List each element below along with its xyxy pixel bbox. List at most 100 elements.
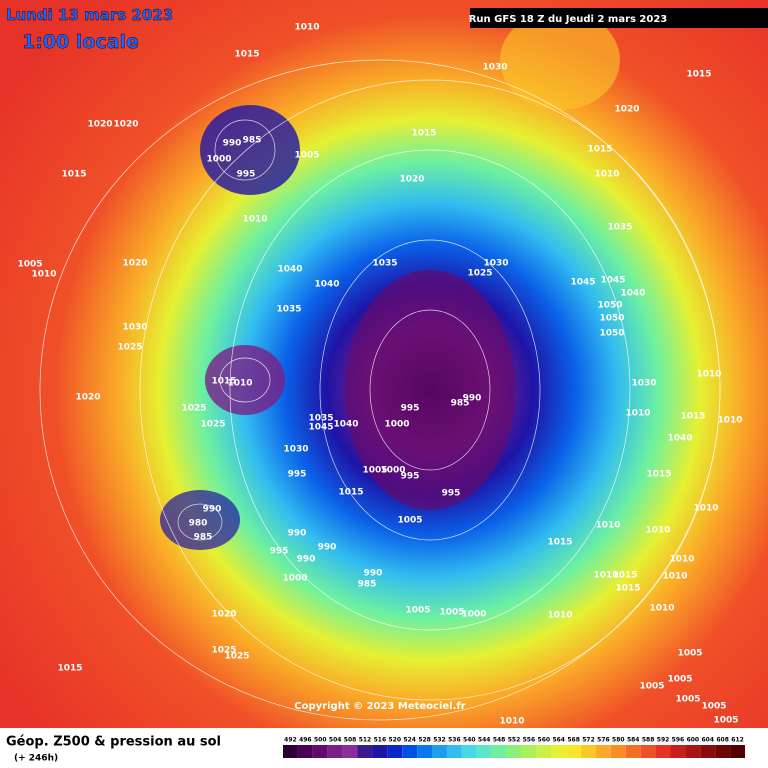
legend-swatch <box>402 745 418 758</box>
pressure-label: 1025 <box>467 269 492 279</box>
pressure-label: 1000 <box>206 155 231 165</box>
legend-label: 536 <box>448 737 461 744</box>
legend-swatch <box>506 745 522 758</box>
pressure-label: 1050 <box>599 329 624 339</box>
pressure-label: 1000 <box>282 574 307 584</box>
pressure-label: 1015 <box>615 584 640 594</box>
pressure-label: 1040 <box>620 289 645 299</box>
legend-label: 500 <box>314 737 327 744</box>
legend-label: 556 <box>523 737 536 744</box>
low-area <box>345 270 515 510</box>
pressure-label: 1035 <box>607 223 632 233</box>
pressure-label: 990 <box>297 555 316 565</box>
pressure-label: 1025 <box>224 652 249 662</box>
pressure-label: 1000 <box>380 466 405 476</box>
pressure-label: 995 <box>237 170 256 180</box>
legend-swatch <box>581 745 596 758</box>
legend-label: 608 <box>716 737 729 744</box>
pressure-label: 990 <box>223 139 242 149</box>
legend-swatch <box>297 745 313 758</box>
isobars <box>39 59 721 721</box>
legend-label: 568 <box>567 737 580 744</box>
legend-label: 552 <box>508 737 521 744</box>
pressure-label: 990 <box>288 529 307 539</box>
legend-label: 508 <box>344 737 357 744</box>
pressure-label: 985 <box>451 399 470 409</box>
legend-label: 596 <box>672 737 685 744</box>
pressure-label: 995 <box>442 489 461 499</box>
pressure-label: 995 <box>401 404 420 414</box>
pressure-label: 1020 <box>614 105 639 115</box>
pressure-label: 1010 <box>595 521 620 531</box>
pressure-label: 1000 <box>461 610 486 620</box>
legend-label: 604 <box>701 737 714 744</box>
pressure-label: 1015 <box>680 412 705 422</box>
legend-swatch <box>625 745 641 758</box>
legend-swatch <box>476 745 492 758</box>
pressure-label: 1020 <box>113 120 138 130</box>
pressure-label: 995 <box>401 472 420 482</box>
pressure-label: 1005 <box>677 649 702 659</box>
pressure-label: 1005 <box>667 675 692 685</box>
pressure-label: 990 <box>318 543 337 553</box>
pressure-label: 1015 <box>587 145 612 155</box>
legend-label: 532 <box>433 737 446 744</box>
legend-swatch <box>640 745 656 758</box>
pressure-label: 1045 <box>570 278 595 288</box>
pressure-label: 1040 <box>277 265 302 275</box>
pressure-label: 1025 <box>181 404 206 414</box>
legend-swatch <box>327 745 343 758</box>
pressure-label: 985 <box>243 136 262 146</box>
legend-label: 560 <box>538 737 551 744</box>
legend-swatch <box>730 745 745 758</box>
pressure-label: 1045 <box>308 423 333 433</box>
pressure-label: 1025 <box>117 343 142 353</box>
legend-label: 564 <box>552 737 565 744</box>
pressure-label: 1020 <box>75 393 100 403</box>
copyright: Copyright © 2023 Meteociel.fr <box>294 701 465 712</box>
legend-label: 540 <box>463 737 476 744</box>
pressure-label: 1005 <box>713 716 738 726</box>
legend-swatch <box>670 745 686 758</box>
low-area <box>160 490 240 550</box>
pressure-label: 1030 <box>483 259 508 269</box>
low-area <box>205 345 285 415</box>
run-info: Run GFS 18 Z du Jeudi 2 mars 2023 <box>469 14 668 25</box>
pressure-label: 1015 <box>57 664 82 674</box>
pressure-label: 1050 <box>597 301 622 311</box>
pressure-label: 1020 <box>87 120 112 130</box>
legend-swatch <box>446 745 462 758</box>
pressure-label: 1005 <box>439 608 464 618</box>
legend-swatch <box>372 745 388 758</box>
pressure-label: 1025 <box>200 420 225 430</box>
pressure-label: 1005 <box>675 695 700 705</box>
legend-swatch <box>610 745 626 758</box>
pressure-label: 1030 <box>631 379 656 389</box>
pressure-label: 990 <box>463 394 482 404</box>
legend-swatch <box>432 745 447 758</box>
pressure-label: 990 <box>203 505 222 515</box>
pressure-label: 1015 <box>211 377 236 387</box>
pressure-label: 1010 <box>693 504 718 514</box>
pressure-label: 1015 <box>234 50 259 60</box>
lead-time: (+ 246h) <box>14 754 58 764</box>
legend-label: 612 <box>731 737 744 744</box>
pressure-label: 985 <box>358 580 377 590</box>
pressure-label: 1010 <box>717 416 742 426</box>
legend-label: 520 <box>389 737 402 744</box>
pressure-label: 1010 <box>645 526 670 536</box>
pressure-label: 995 <box>288 470 307 480</box>
legend-swatch <box>521 745 537 758</box>
legend-label: 580 <box>612 737 625 744</box>
pressure-label: 1010 <box>499 717 524 727</box>
pressure-label: 1040 <box>333 420 358 430</box>
legend-label: 544 <box>478 737 491 744</box>
pressure-label: 1015 <box>61 170 86 180</box>
legend-swatch <box>461 745 477 758</box>
pressure-label: 1010 <box>696 370 721 380</box>
legend-label: 584 <box>627 737 640 744</box>
legend-swatch <box>551 745 567 758</box>
legend-label: 504 <box>329 737 342 744</box>
